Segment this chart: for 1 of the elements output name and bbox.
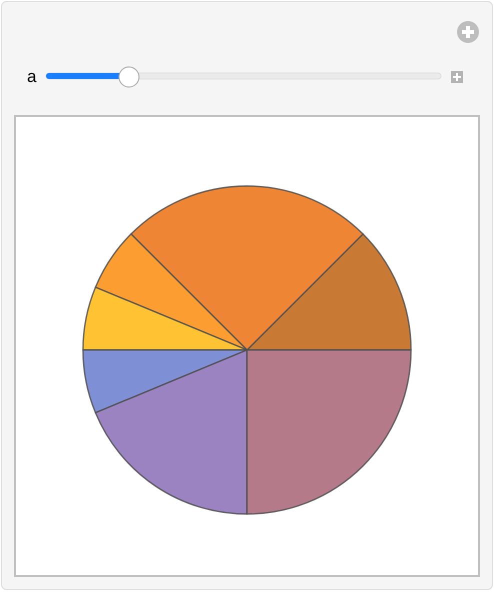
text: a <box>27 67 37 86</box>
